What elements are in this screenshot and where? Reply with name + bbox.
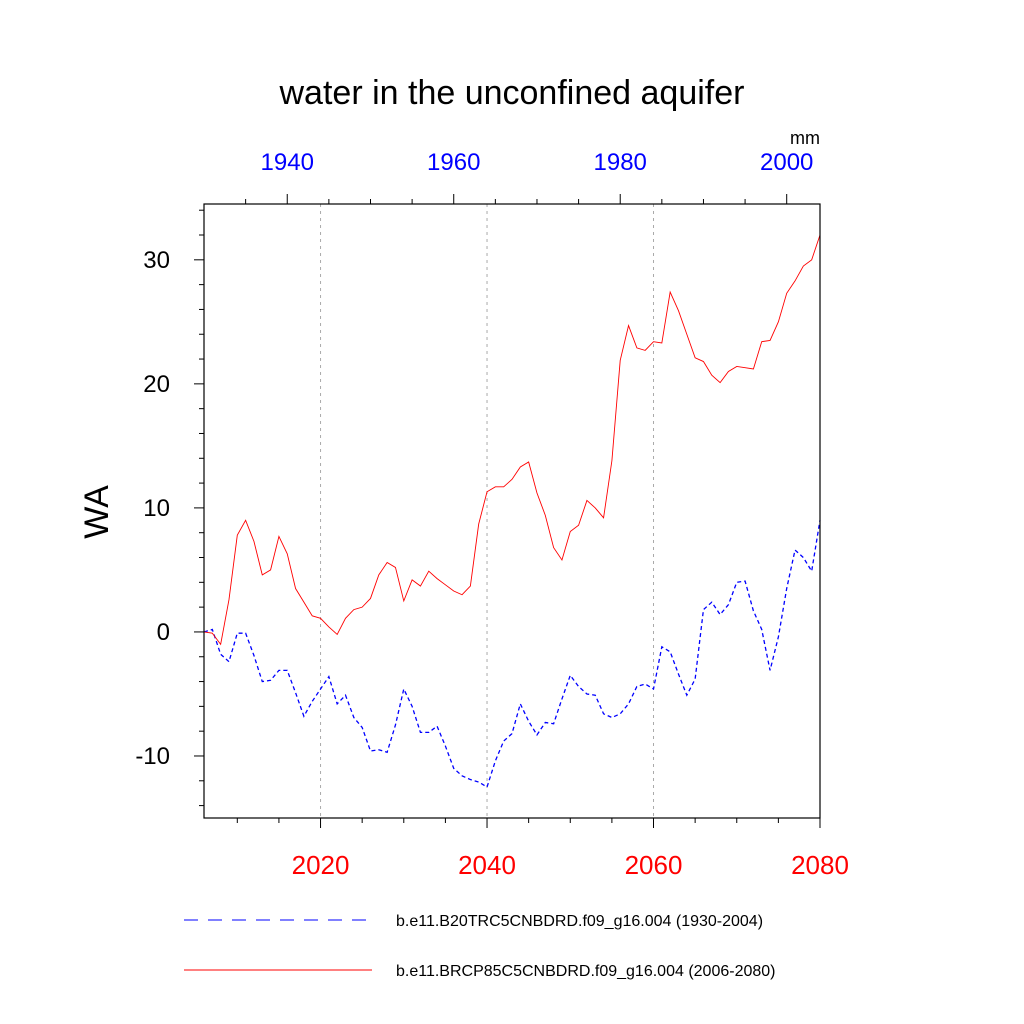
legend: b.e11.B20TRC5CNBDRD.f09_g16.004 (1930-20… — [184, 913, 775, 980]
axes: -10 0 10 20 30 2020 2040 2060 2080 1940 1960 1980 20… — [135, 149, 849, 880]
legend-label: b.e11.BRCP85C5CNBDRD.f09_g16.004 (2006-2… — [396, 963, 775, 980]
y-tick-label: 0 — [157, 619, 170, 646]
series-line-historical — [203, 520, 821, 788]
series-line-rcp85 — [203, 234, 821, 646]
bottom-tick-label: 2080 — [791, 850, 849, 880]
top-tick-label: 1940 — [261, 149, 314, 176]
plot-frame — [203, 203, 821, 819]
top-tick-label: 2000 — [760, 149, 813, 176]
top-tick-label: 1980 — [594, 149, 647, 176]
series-group — [203, 234, 821, 788]
bottom-tick-label: 2020 — [292, 850, 350, 880]
y-tick-label: 10 — [143, 495, 170, 522]
units-label: mm — [790, 128, 820, 148]
top-tick-label: 1960 — [427, 149, 480, 176]
gridlines — [320, 204, 655, 818]
y-axis-label: WA — [78, 485, 116, 539]
y-tick-label: -10 — [135, 743, 170, 770]
y-tick-label: 20 — [143, 371, 170, 398]
bottom-tick-label: 2040 — [458, 850, 516, 880]
bottom-tick-label: 2060 — [625, 850, 683, 880]
y-tick-label: 30 — [143, 247, 170, 274]
legend-label: b.e11.B20TRC5CNBDRD.f09_g16.004 (1930-20… — [396, 913, 763, 930]
chart-title: water in the unconfined aquifer — [279, 74, 745, 112]
